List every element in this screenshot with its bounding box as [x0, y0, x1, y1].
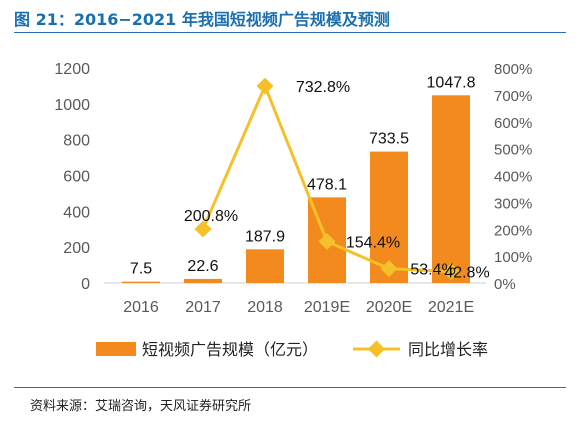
- bar: [246, 249, 284, 283]
- growth-point: [442, 263, 460, 280]
- x-tick-label: 2018: [247, 299, 283, 316]
- y-left-tick-label: 600: [63, 169, 90, 186]
- growth-point: [318, 233, 336, 250]
- bar: [184, 278, 222, 283]
- growth-value-label: 200.8%: [184, 208, 238, 225]
- bar-value-label: 187.9: [245, 228, 285, 245]
- legend-bar-label: 短视频广告规模（亿元）: [142, 340, 318, 359]
- x-tick-label: 2020E: [366, 299, 412, 316]
- growth-point: [380, 260, 398, 278]
- x-tick-label: 2019E: [304, 299, 350, 316]
- y-right-tick-label: 800%: [494, 61, 532, 78]
- y-left-tick-label: 0: [81, 276, 90, 293]
- legend-bar-swatch: [96, 342, 136, 356]
- x-tick-label: 2017: [185, 299, 221, 316]
- source-note: 资料来源：艾瑞咨询，天风证券研究所: [30, 399, 252, 414]
- bar-value-label: 1047.8: [427, 74, 476, 91]
- combo-chart: 0 200 400 600 800 1000 1200 0% 100% 200% 300% 400% 5…: [54, 61, 532, 359]
- y-right-tick-label: 700%: [494, 88, 532, 105]
- bar: [432, 95, 470, 283]
- y-left-tick-label: 1200: [54, 61, 90, 78]
- growth-value-label: 732.8%: [296, 79, 350, 96]
- growth-point: [194, 220, 212, 238]
- y-right-tick-label: 0%: [494, 276, 516, 293]
- legend-line-marker: [368, 340, 385, 358]
- y-right-tick-label: 400%: [494, 169, 532, 186]
- bar: [122, 281, 160, 283]
- growth-value-label: 154.4%: [346, 235, 400, 252]
- bar-value-label: 478.1: [307, 176, 347, 193]
- y-right-tick-label: 100%: [494, 249, 532, 266]
- x-tick-label: 2021E: [428, 299, 474, 316]
- y-right-tick-label: 500%: [494, 142, 532, 159]
- y-left-tick-label: 200: [63, 240, 90, 257]
- x-tick-label: 2016: [123, 299, 159, 316]
- bar-value-label: 733.5: [369, 131, 409, 148]
- legend-line-label: 同比增长率: [408, 340, 488, 359]
- chart-title: 图 21：2016−2021 年我国短视频广告规模及预测: [14, 10, 390, 29]
- y-right-tick-label: 300%: [494, 195, 532, 212]
- y-left-tick-label: 400: [63, 204, 90, 221]
- y-left-tick-label: 1000: [54, 97, 90, 114]
- bar-value-label: 22.6: [187, 258, 218, 275]
- growth-point: [256, 77, 274, 95]
- bottom-rule: [14, 387, 566, 388]
- growth-value-label: 42.8%: [444, 264, 489, 281]
- y-right-tick-label: 200%: [494, 222, 532, 239]
- y-left-tick-label: 800: [63, 133, 90, 150]
- bar-value-label: 7.5: [130, 261, 152, 278]
- y-right-tick-label: 600%: [494, 115, 532, 132]
- growth-value-label: 53.4%: [410, 262, 455, 279]
- top-rule: [14, 32, 566, 33]
